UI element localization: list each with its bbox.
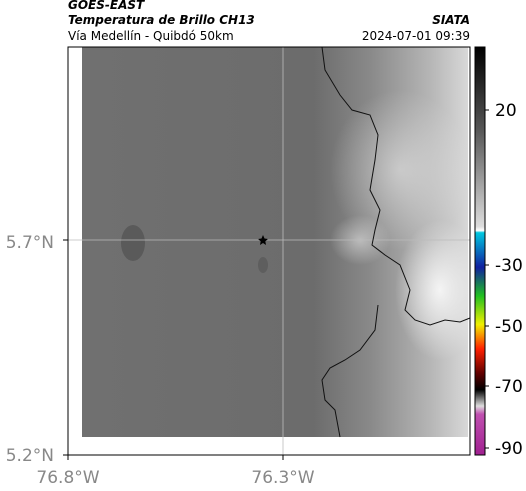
subtitle: Vía Medellín - Quibdó 50km (68, 29, 234, 43)
colorbar-tick-label: -50 (495, 317, 523, 337)
timestamp: 2024-07-01 09:39 (362, 29, 470, 43)
map-frame (67, 46, 471, 456)
cold-spot (258, 257, 268, 273)
cold-spot (121, 225, 145, 261)
title: Temperatura de Brillo CH13 (68, 13, 255, 27)
colorbar-ticks: 20 -30 -50 -70 -90 (485, 101, 523, 459)
lat-label: 5.2°N (6, 446, 54, 466)
agency: GOES-EAST (68, 0, 145, 12)
lon-label: 76.3°W (251, 468, 314, 488)
location-star (258, 235, 268, 245)
source: SIATA (432, 13, 470, 27)
colorbar-tick-label: -30 (495, 256, 523, 276)
colorbar (474, 46, 486, 456)
colorbar-tick-label: -70 (495, 377, 523, 397)
warm-area (330, 90, 470, 250)
colorbar-tick-label: 20 (495, 101, 517, 121)
border (321, 46, 471, 326)
lat-label: 5.7°N (6, 233, 54, 253)
lon-label: 76.8°W (36, 468, 99, 488)
warm-area (395, 220, 485, 360)
colorbar-tick-label: -90 (495, 439, 523, 459)
border (321, 304, 379, 438)
